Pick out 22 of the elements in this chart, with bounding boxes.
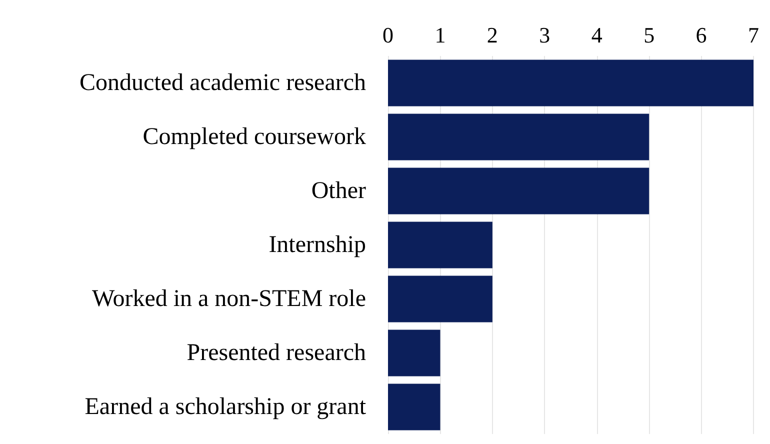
bar bbox=[388, 168, 650, 214]
y-tick-label: Earned a scholarship or grant bbox=[84, 394, 366, 420]
bar bbox=[388, 222, 492, 268]
x-tick-label: 0 bbox=[382, 22, 394, 48]
bar bbox=[388, 330, 440, 376]
bar bbox=[388, 114, 650, 160]
x-tick-label: 5 bbox=[644, 22, 655, 48]
x-tick-label: 4 bbox=[591, 22, 602, 48]
x-tick-label: 6 bbox=[696, 22, 707, 48]
y-tick-label: Worked in a non-STEM role bbox=[92, 286, 366, 312]
bar bbox=[388, 60, 754, 106]
x-tick-label: 2 bbox=[486, 22, 498, 48]
y-tick-label: Conducted academic research bbox=[79, 70, 366, 96]
bar bbox=[388, 276, 492, 322]
x-tick-label: 7 bbox=[748, 22, 759, 48]
y-tick-label: Completed coursework bbox=[142, 124, 366, 150]
y-tick-label: Internship bbox=[268, 232, 366, 258]
x-tick-label: 3 bbox=[539, 22, 550, 48]
bar bbox=[388, 384, 440, 430]
x-tick-label: 1 bbox=[434, 22, 446, 48]
y-tick-label: Other bbox=[311, 178, 366, 204]
y-tick-label: Presented research bbox=[186, 340, 366, 366]
